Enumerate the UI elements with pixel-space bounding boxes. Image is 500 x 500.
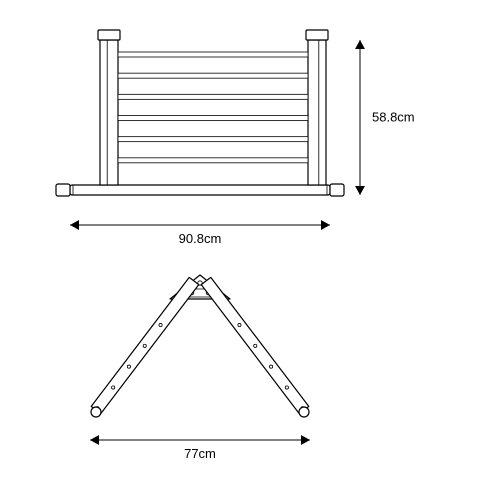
dimensions: 58.8cm 90.8cm 77cm [70,40,415,461]
dim-height-top: 58.8cm [372,110,415,125]
side-view [91,275,309,417]
dim-width-top: 90.8cm [179,231,222,246]
dimension-diagram: 58.8cm 90.8cm 77cm [0,0,500,500]
dim-width-side: 77cm [184,446,216,461]
top-view [56,30,344,196]
